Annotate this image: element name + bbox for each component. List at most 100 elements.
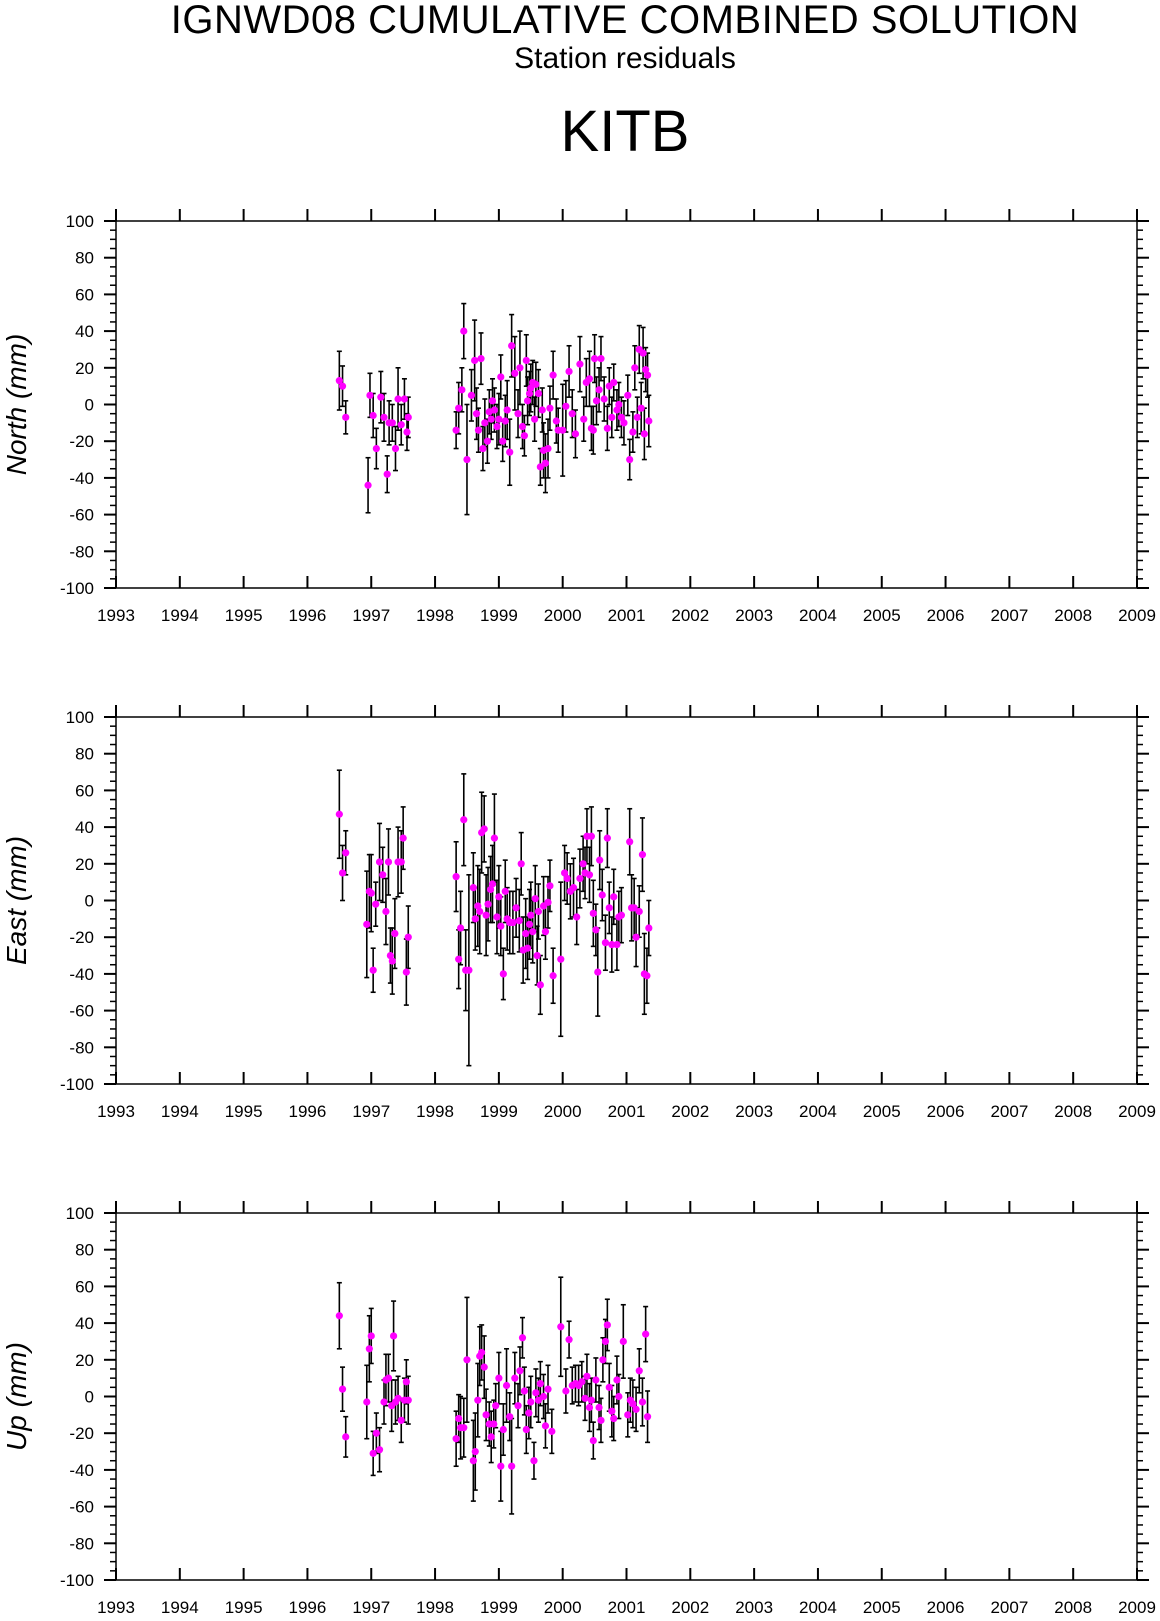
data-point <box>383 470 391 478</box>
data-point <box>377 393 385 401</box>
data-point <box>531 895 539 903</box>
data-point <box>640 430 648 438</box>
x-tick-label: 1996 <box>289 1102 327 1121</box>
east-plot-frame <box>115 716 1138 1085</box>
x-tick-label: 2002 <box>671 1102 709 1121</box>
data-point <box>587 832 596 840</box>
data-point <box>511 369 519 377</box>
data-point <box>533 951 541 960</box>
data-point <box>557 1323 565 1331</box>
data-point <box>603 1321 611 1329</box>
data-point <box>624 1411 632 1419</box>
data-point <box>388 957 396 965</box>
data-point <box>587 1396 596 1404</box>
y-tick-label: 20 <box>75 855 94 874</box>
data-point <box>394 1394 402 1402</box>
data-point <box>511 1374 519 1382</box>
data-point <box>402 1378 410 1386</box>
x-tick-label: 2000 <box>544 606 582 625</box>
data-point <box>487 1433 495 1441</box>
data-point <box>497 1462 505 1470</box>
data-point <box>463 1356 471 1364</box>
data-point <box>338 382 347 390</box>
data-point <box>626 455 634 464</box>
data-point <box>608 1407 616 1415</box>
data-point <box>515 917 523 925</box>
x-tick-label: 2001 <box>608 1102 646 1121</box>
y-tick-label: 0 <box>85 396 94 415</box>
x-tick-label: 2009 <box>1118 1102 1156 1121</box>
data-point <box>523 944 532 952</box>
data-point <box>342 1433 350 1441</box>
data-point <box>608 413 616 421</box>
east-axis-label: East (mm) <box>1 836 32 965</box>
up-plot-frame <box>115 1212 1138 1581</box>
data-point <box>635 1367 643 1375</box>
y-tick-label: -60 <box>69 1498 94 1517</box>
y-tick-label: -20 <box>69 928 94 947</box>
y-tick-label: 80 <box>75 1241 94 1260</box>
data-point <box>397 421 405 429</box>
data-point <box>452 1435 460 1443</box>
x-tick-label: 2004 <box>799 1598 837 1617</box>
data-point <box>342 413 350 421</box>
y-tick-label: -20 <box>69 432 94 451</box>
data-point <box>563 874 571 883</box>
east-panel: 1993 1994 1995 1996 1997 1998 1999 2000 2001 2002… <box>1 705 1156 1121</box>
data-point <box>613 406 621 414</box>
data-point <box>525 389 534 398</box>
data-point <box>386 951 394 960</box>
data-point <box>608 940 616 949</box>
data-point <box>629 428 637 436</box>
data-point <box>643 371 652 379</box>
data-point <box>546 404 554 412</box>
data-point <box>338 869 347 877</box>
data-point <box>601 1337 610 1346</box>
y-tick-label: 60 <box>75 285 94 304</box>
data-point <box>548 1427 556 1435</box>
data-point <box>573 913 581 921</box>
data-point <box>603 834 611 842</box>
data-point <box>482 1411 490 1419</box>
data-point <box>499 970 507 978</box>
data-point <box>389 1332 398 1340</box>
data-point <box>610 1414 618 1423</box>
data-point <box>516 364 524 372</box>
y-tick-label: 100 <box>66 708 94 727</box>
x-tick-label: 2005 <box>863 606 901 625</box>
data-point <box>523 397 532 405</box>
data-point <box>465 966 473 974</box>
y-tick-label: -60 <box>69 1002 94 1021</box>
data-point <box>460 816 468 824</box>
data-point <box>501 887 509 895</box>
data-point <box>503 406 511 414</box>
data-point <box>481 419 489 427</box>
x-tick-label: 1996 <box>289 1598 327 1617</box>
data-point <box>610 893 618 901</box>
data-point <box>477 355 485 363</box>
data-point <box>592 926 600 934</box>
data-point <box>471 915 479 923</box>
x-tick-label: 2005 <box>863 1598 901 1617</box>
y-tick-label: -20 <box>69 1424 94 1443</box>
data-point <box>479 444 487 453</box>
data-point <box>391 444 400 453</box>
data-point <box>596 856 604 864</box>
data-point <box>380 1398 388 1406</box>
data-point <box>369 1449 377 1457</box>
x-tick-label: 2001 <box>608 606 646 625</box>
data-point <box>532 380 540 388</box>
data-point <box>534 907 543 916</box>
data-point <box>633 413 641 421</box>
data-point <box>557 955 565 963</box>
data-point <box>544 444 552 453</box>
y-tick-label: 0 <box>85 1388 94 1407</box>
data-point <box>603 424 611 432</box>
data-point <box>499 437 507 445</box>
data-point <box>490 834 499 842</box>
data-point <box>541 459 550 467</box>
y-tick-label: -40 <box>69 1461 94 1480</box>
data-point <box>474 1396 482 1404</box>
x-tick-label: 1997 <box>352 1102 390 1121</box>
